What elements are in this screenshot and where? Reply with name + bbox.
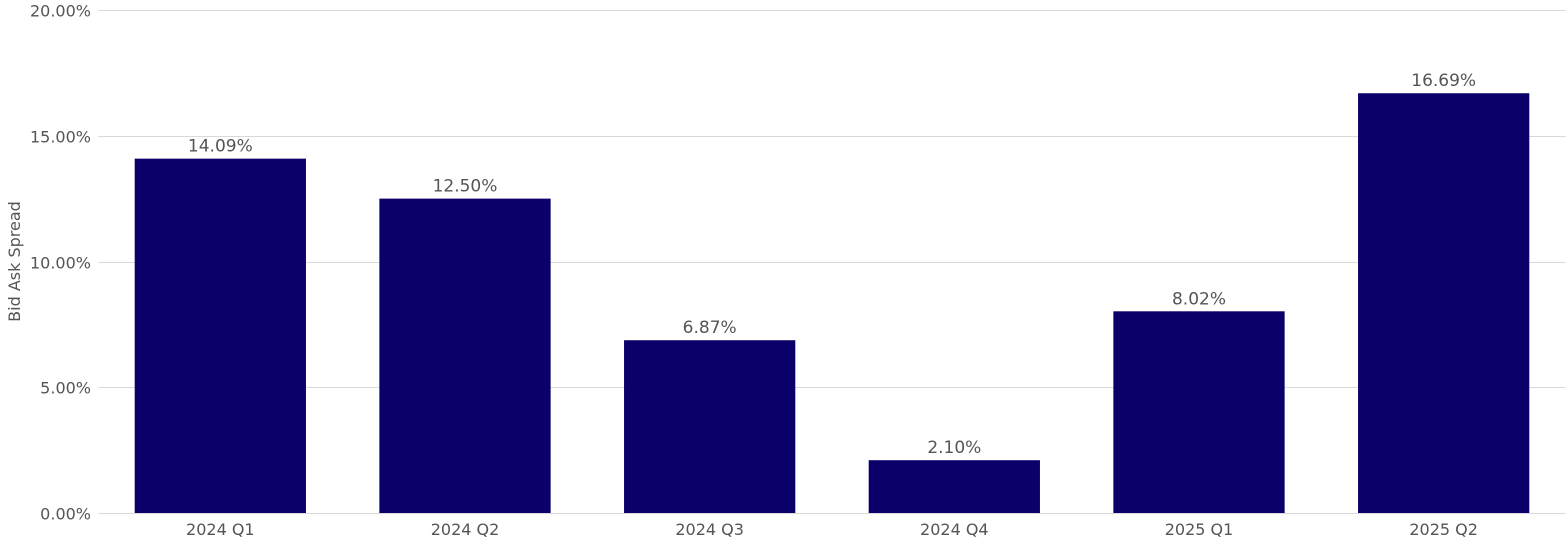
data-label: 14.09% (188, 137, 253, 157)
bar (1113, 311, 1285, 513)
x-tick-label: 2025 Q2 (1409, 520, 1478, 539)
bar (624, 340, 796, 513)
data-label: 2.10% (927, 438, 981, 458)
bar (379, 198, 551, 513)
grid-layer (98, 10, 1566, 514)
y-tick-label: 0.00% (40, 505, 91, 524)
data-label: 16.69% (1411, 71, 1476, 91)
y-tick-label: 5.00% (40, 379, 91, 398)
data-label: 8.02% (1172, 289, 1226, 309)
bar (868, 460, 1040, 513)
x-tick-label: 2024 Q2 (431, 520, 500, 539)
label-layer: 14.09% 12.50% 6.87% 2.10% 8.02% 16.69% (188, 71, 1476, 458)
y-tick-label: 15.00% (30, 128, 91, 147)
data-label: 12.50% (433, 177, 498, 197)
x-tick-label: 2024 Q1 (186, 520, 255, 539)
axis-layer: 0.00% 5.00% 10.00% 15.00% 20.00% 2024 Q1 2024 … (30, 2, 1478, 540)
bar (134, 158, 306, 513)
y-tick-label: 10.00% (30, 254, 91, 273)
y-axis-title: Bid Ask Spread (5, 201, 24, 322)
y-tick-label: 20.00% (30, 2, 91, 21)
x-tick-label: 2024 Q3 (675, 520, 744, 539)
bar-layer (134, 93, 1530, 514)
x-tick-label: 2024 Q4 (920, 520, 989, 539)
data-label: 6.87% (683, 318, 737, 338)
x-tick-label: 2025 Q1 (1165, 520, 1234, 539)
bar (1358, 93, 1530, 514)
